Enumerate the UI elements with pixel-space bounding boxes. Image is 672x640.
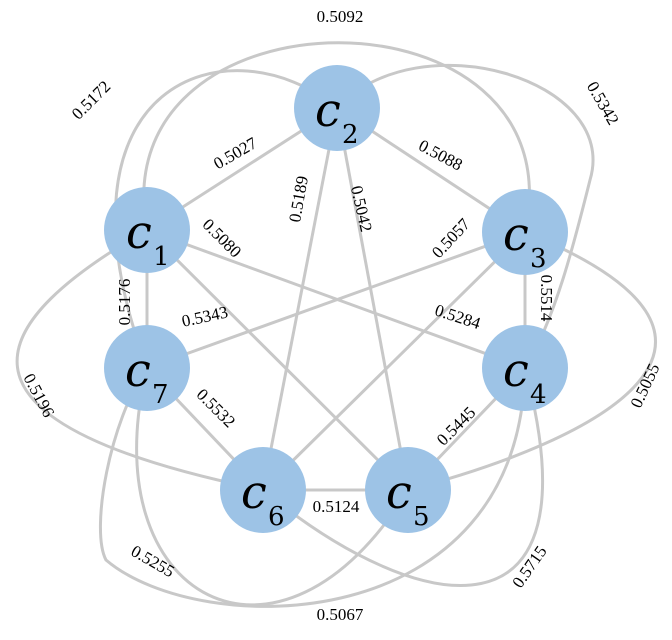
- svg-text:2: 2: [342, 120, 359, 150]
- svg-text:4: 4: [530, 380, 547, 410]
- edge-label-c1-c2: 0.5027: [210, 133, 260, 173]
- svg-text:c: c: [503, 343, 529, 397]
- node-c6: c 6: [220, 447, 306, 533]
- edge-c4-c6: [262, 367, 544, 587]
- edge-label-c7-c1: 0.5176: [115, 279, 134, 326]
- edge-label-c7-c2: 0.5172: [68, 77, 114, 123]
- edge-c2-c4: [335, 63, 595, 369]
- edge-label-c3-c7: 0.5343: [180, 302, 230, 330]
- edge-label-c2-c6-b: 0.5189: [285, 174, 312, 223]
- edge-label-c2-c3: 0.5088: [415, 136, 465, 175]
- edge-label-c4-c5: 0.5445: [433, 403, 479, 449]
- edge-label-c3-c4: 0.5514: [537, 275, 556, 322]
- svg-text:7: 7: [152, 380, 169, 410]
- edge-c1-c5: [145, 228, 410, 492]
- edge-label-c1-c3: 0.5092: [317, 7, 364, 26]
- edge-c1-c3: [142, 41, 531, 233]
- edge-label-c2-c4: 0.5342: [583, 78, 623, 128]
- svg-text:6: 6: [268, 502, 285, 532]
- edge-label-c5-c6: 0.5124: [313, 497, 360, 516]
- edge-c4-c7: [99, 367, 527, 608]
- edge-label-c1-c4: 0.5284: [433, 301, 484, 334]
- edge-label-c2-c5: 0.5042: [347, 184, 376, 234]
- edge-c2-c6: [261, 107, 339, 491]
- edge-label-c6-c1: 0.5196: [19, 370, 58, 420]
- edge-c3-c7: [146, 230, 526, 370]
- edge-label-c3-c6: 0.5057: [428, 214, 474, 262]
- edge-c3-c5: [407, 230, 657, 492]
- svg-text:5: 5: [413, 502, 430, 532]
- svg-text:1: 1: [153, 242, 170, 272]
- node-c1: c 1: [104, 187, 190, 273]
- svg-text:c: c: [241, 465, 267, 519]
- edge-c3-c6: [261, 230, 527, 492]
- node-c3: c 3: [482, 189, 568, 275]
- node-c4: c 4: [482, 325, 568, 411]
- node-c2: c 2: [294, 65, 380, 151]
- edge-c6-c1: [15, 228, 264, 492]
- svg-text:3: 3: [530, 244, 547, 274]
- edge-label-c4-c7: 0.5255: [128, 541, 178, 581]
- node-c5: c 5: [365, 447, 451, 533]
- edge-label-c1-c5: 0.5080: [199, 215, 245, 261]
- edge-label-c5-c7: 0.5067: [317, 605, 364, 624]
- node-c7: c 7: [104, 325, 190, 411]
- edge-c2-c5: [335, 107, 410, 491]
- svg-text:c: c: [125, 343, 151, 397]
- svg-text:c: c: [503, 207, 529, 261]
- svg-text:c: c: [386, 465, 412, 519]
- svg-text:c: c: [126, 205, 152, 259]
- svg-text:c: c: [315, 83, 341, 137]
- edge-label-c3-c5: 0.5055: [627, 360, 664, 410]
